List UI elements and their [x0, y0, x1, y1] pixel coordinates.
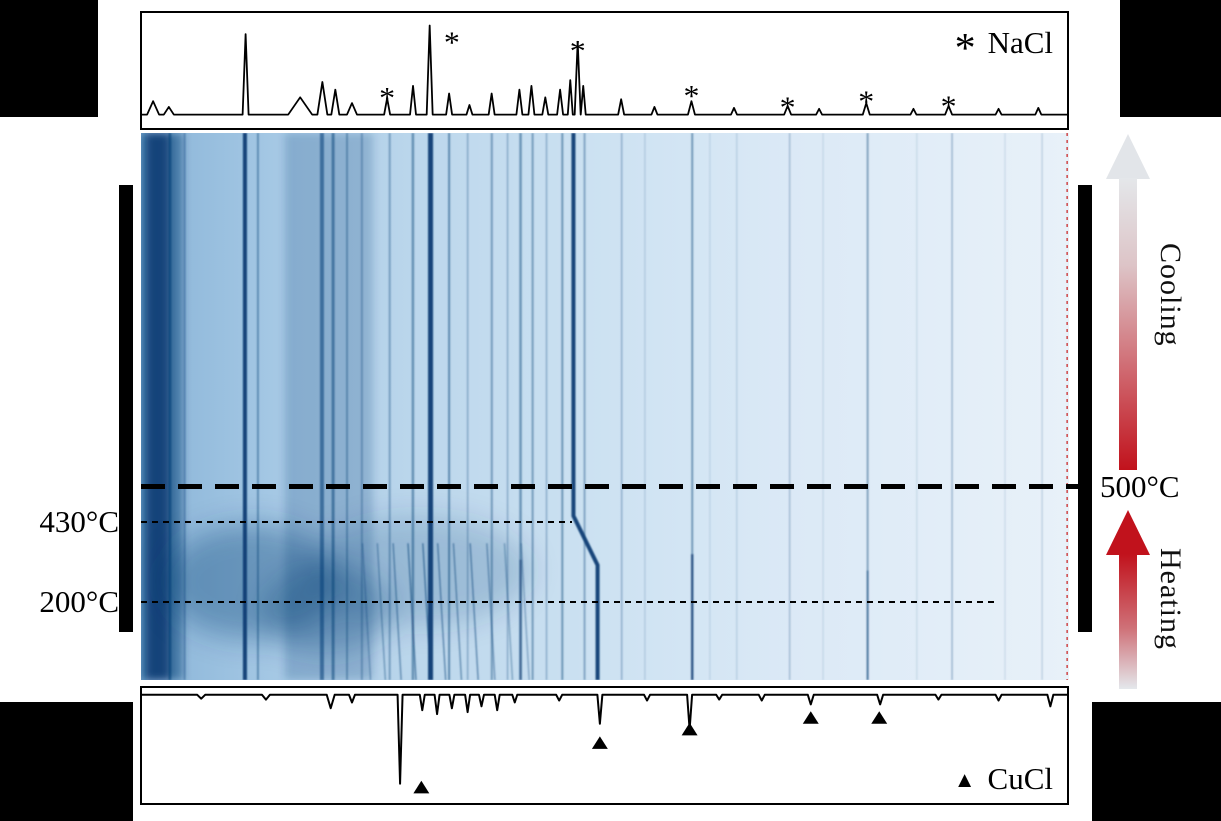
black-mask-top-right — [1120, 0, 1221, 117]
nacl-star-marker: * — [780, 90, 796, 124]
heating-arrow-icon — [1106, 510, 1150, 689]
cucl-triangle-marker — [802, 711, 819, 724]
temp-line-430 — [141, 521, 572, 524]
black-mask-bottom-left — [0, 702, 133, 821]
cucl-triangle-marker — [871, 711, 888, 724]
black-mask-bottom-right — [1092, 702, 1221, 821]
cooling-arrow-icon — [1106, 134, 1150, 470]
cucl-legend: ▲ CuCl — [954, 761, 1053, 797]
temp-line-200 — [141, 601, 997, 604]
heating-arrow-head — [1106, 510, 1150, 555]
temp-line-500 — [141, 484, 1092, 490]
cucl-triangle-marker — [591, 736, 608, 749]
cucl-triangle-marker — [413, 780, 430, 794]
cooling-arrow-shaft — [1119, 178, 1137, 470]
nacl-star-marker: * — [683, 79, 699, 113]
cooling-arrow-head — [1106, 134, 1150, 179]
cooling-label: Cooling — [1154, 243, 1187, 347]
asterisk-marker-icon: * — [954, 26, 976, 72]
nacl-xrd-curve: * * * * * * * — [142, 24, 1067, 124]
heating-arrow-shaft — [1119, 554, 1137, 689]
heating-label: Heating — [1154, 548, 1187, 650]
nacl-star-marker: * — [858, 84, 874, 118]
temp-label-500: 500°C — [1100, 469, 1180, 504]
heatmap-surface — [141, 133, 1069, 680]
black-mask-left-bar — [119, 185, 133, 632]
cucl-xrd-path — [142, 693, 1067, 785]
temperature-xrd-heatmap — [141, 133, 1069, 680]
temp-label-430: 430°C — [39, 504, 119, 539]
black-mask-top-left — [0, 0, 98, 117]
nacl-xrd-path — [142, 24, 1067, 116]
cucl-pattern-panel: ▲ CuCl — [140, 686, 1069, 805]
black-mask-right-bar — [1078, 185, 1092, 632]
temp-label-200: 200°C — [39, 584, 119, 619]
nacl-star-marker: * — [444, 25, 460, 59]
nacl-pattern-panel: * * * * * * * * NaCl — [140, 11, 1069, 130]
nacl-star-marker: * — [379, 80, 395, 114]
cucl-label: CuCl — [987, 761, 1053, 796]
cucl-triangle-marker — [681, 722, 698, 736]
triangle-marker-icon: ▲ — [953, 767, 976, 792]
nacl-star-marker: * — [570, 33, 586, 67]
nacl-label: NaCl — [987, 25, 1053, 60]
nacl-star-marker: * — [941, 89, 957, 123]
nacl-legend: * NaCl — [955, 19, 1053, 70]
cucl-xrd-curve — [142, 693, 1067, 794]
